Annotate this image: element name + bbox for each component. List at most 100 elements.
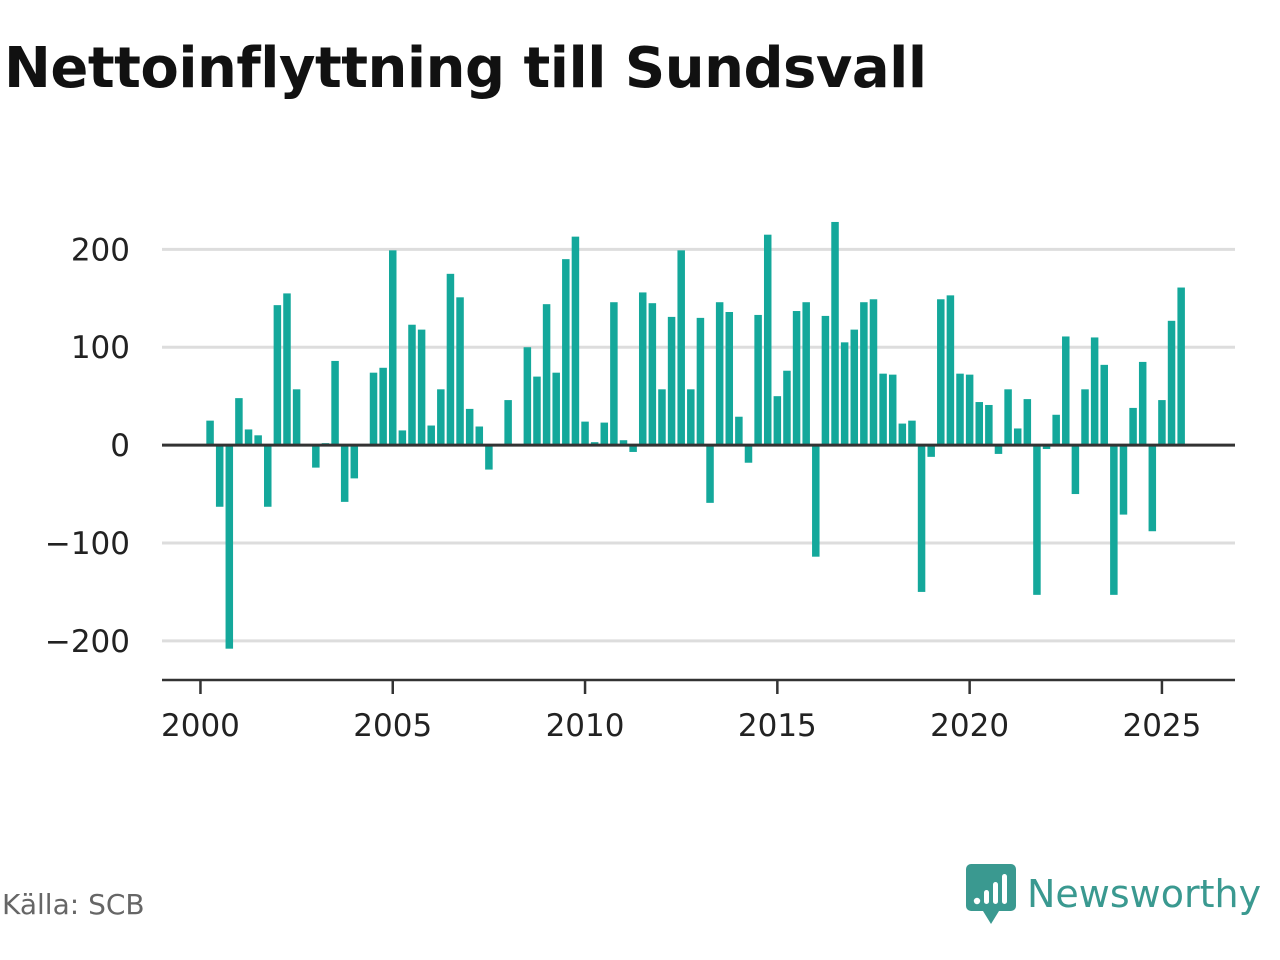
bar [985,404,993,446]
bar [215,445,224,507]
bar [715,302,724,446]
y-tick-label: −100 [45,526,130,562]
bar [273,305,282,446]
bar [1062,336,1070,446]
bar [446,273,455,446]
bar [398,430,407,446]
bar [465,408,474,446]
bar [1033,445,1041,595]
bar [1013,428,1022,446]
bar [456,297,464,446]
bar [677,250,685,446]
bar [658,389,666,446]
bar [773,396,782,446]
bar [552,372,560,446]
bar [1023,399,1032,446]
bar [735,416,743,446]
bar [533,376,541,446]
bar [1052,414,1060,446]
x-tick-label: 2005 [353,708,432,744]
tick-labels: −200 −100 0 100 200 2000 2005 2010 2015 2020 2025 [45,232,1202,744]
bar [408,324,416,446]
bar [917,445,926,592]
bar [706,445,714,503]
bar [1129,407,1137,446]
bar [792,311,801,446]
bar [379,367,387,446]
bar [350,445,359,479]
bar [523,347,532,446]
bar [206,420,214,446]
bar [763,234,772,446]
bar [235,398,243,446]
bar [696,317,705,446]
bar [485,445,493,470]
bar [389,250,397,446]
bar [340,445,349,502]
bar [638,292,647,446]
bar [994,445,1003,454]
source-note: Källa: SCB [2,888,145,921]
bar [956,373,964,446]
x-tick-label: 2000 [161,708,240,744]
bar [927,445,935,457]
bar [629,445,637,452]
brand-name: Newsworthy [1027,872,1262,916]
bar [687,389,695,446]
bar [744,445,753,463]
bar [840,342,849,446]
bar [437,389,445,446]
bar [869,299,878,446]
bar [1158,400,1166,446]
bar [754,314,762,446]
bar [427,425,435,446]
bar [1177,287,1185,446]
bar [1119,445,1128,515]
bar [225,445,234,649]
bar [725,312,734,446]
bar [888,374,897,446]
bar [417,329,426,446]
bar [1100,364,1108,446]
bar [965,374,974,446]
bar [648,303,657,446]
bar [831,221,839,446]
bar [562,259,570,446]
bar [908,420,916,446]
x-tick-label: 2015 [738,708,817,744]
bar [600,422,609,446]
bar [937,299,945,446]
bar [783,370,791,446]
y-tick-label: 100 [71,330,130,366]
bar [610,302,618,446]
bar [1138,361,1147,446]
y-tick-label: 200 [71,232,130,268]
bar [475,426,484,446]
bar [850,329,859,446]
bar [1148,445,1157,532]
x-tick-label: 2020 [930,708,1009,744]
bar [254,435,262,446]
newsworthy-logo-icon [966,864,1016,924]
bar [1090,337,1099,446]
bar [571,236,580,446]
bar [292,389,301,446]
y-tick-label: 0 [110,428,130,464]
bar [898,423,907,446]
bar [812,445,820,557]
bar [369,372,378,446]
y-tick-label: −200 [45,624,130,660]
bar [1167,320,1176,446]
bar [860,302,868,446]
bar [821,315,830,446]
bar [1081,389,1089,446]
brand-logo: Newsworthy [965,862,1261,926]
bar [802,302,810,446]
bar [504,400,512,446]
bar [1110,445,1118,595]
x-tick-label: 2010 [546,708,625,744]
x-tick-label: 2025 [1122,708,1201,744]
bar [542,304,551,446]
bar [264,445,272,507]
